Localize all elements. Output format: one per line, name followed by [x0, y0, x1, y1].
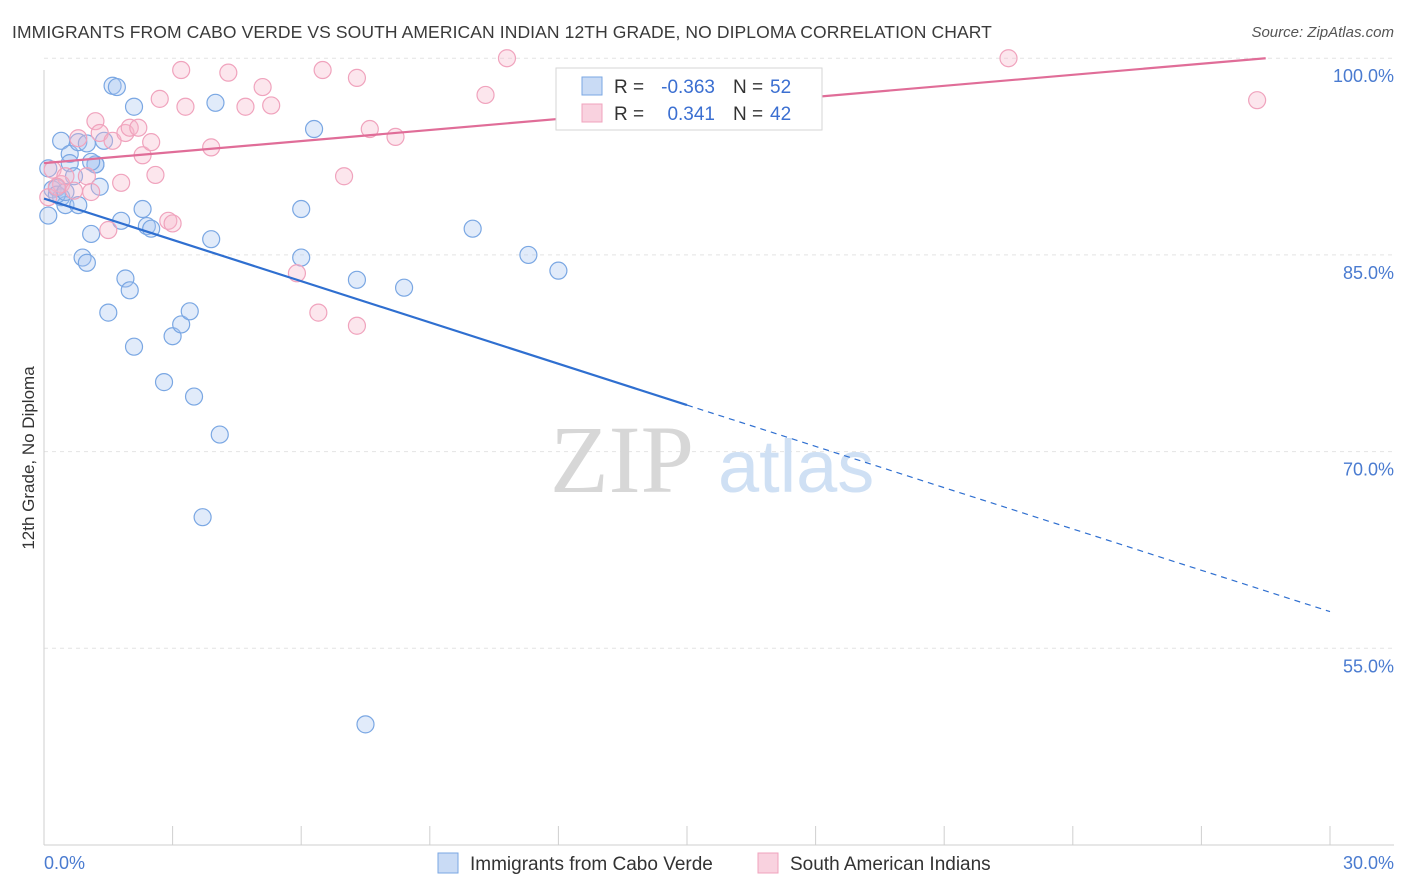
cabo-verde-point-48: [77, 134, 96, 153]
cabo-verde-point-39: [292, 248, 311, 267]
cabo-verde-point-37: [206, 93, 225, 112]
cabo-verde-point-14: [82, 224, 101, 244]
south-american-indian-point-34: [347, 68, 367, 87]
south-american-indian-point-7: [82, 182, 101, 202]
south-american-indian-point-5: [69, 129, 88, 148]
south-american-indian-point-21: [163, 214, 182, 233]
south-american-indian-point-28: [262, 96, 281, 115]
cabo-verde-point-43: [356, 715, 375, 734]
y-tick-labels: 100.0% 85.0% 70.0% 55.0%: [1333, 66, 1394, 676]
south-american-indian-point-36: [386, 127, 405, 147]
watermark-atlas: atlas: [718, 425, 874, 508]
cabo-verde-point-35: [193, 508, 212, 527]
x-tick-label-max: 30.0%: [1343, 853, 1394, 873]
cabo-verde-point-33: [180, 302, 199, 321]
y-axis-label: 12th Grade, No Diploma: [19, 366, 38, 550]
south-american-indian-point-23: [176, 97, 195, 116]
cabo-verde-point-47: [549, 261, 568, 280]
legend-swatch-cabo-verde: [437, 852, 459, 874]
south-american-indian-point-31: [313, 60, 332, 80]
cabo-verde-point-46: [519, 245, 538, 265]
stats-r-value-pink: 0.341: [667, 104, 715, 125]
cabo-verde-point-34: [184, 387, 204, 406]
x-tick-marks: [43, 826, 1331, 845]
cabo-verde-point-26: [124, 97, 144, 116]
stats-n-label-blue: N =: [733, 77, 763, 98]
cabo-verde-point-44: [394, 278, 414, 297]
south-american-indian-point-8: [86, 112, 105, 131]
south-american-indian-point-32: [334, 167, 354, 186]
grid-lines: [44, 57, 1394, 649]
south-american-indian-point-30: [309, 303, 328, 322]
south-american-indian-point-18: [146, 165, 165, 185]
series-cabo-verde-points: [39, 76, 568, 734]
south-american-indian-point-35: [360, 119, 379, 139]
series-south-american-indians-points: [39, 49, 1267, 335]
south-american-indian-point-4: [64, 181, 84, 200]
cabo-verde-point-10: [69, 195, 88, 215]
watermark-zip: ZIP: [550, 406, 694, 513]
y-tick-label-85: 85.0%: [1343, 263, 1394, 283]
south-american-indian-point-25: [219, 63, 238, 82]
south-american-indian-point-40: [1248, 91, 1267, 110]
stats-legend-swatch-pink: [581, 103, 603, 123]
stats-legend-swatch-blue: [581, 76, 603, 96]
chart-title: IMMIGRANTS FROM CABO VERDE VS SOUTH AMER…: [12, 22, 992, 42]
legend-label-cabo-verde: Immigrants from Cabo Verde: [470, 854, 713, 875]
stats-n-label-pink: N =: [733, 104, 763, 125]
y-tick-label-70: 70.0%: [1343, 460, 1394, 480]
cabo-verde-point-42: [347, 270, 367, 289]
south-american-indian-point-33: [347, 316, 367, 335]
cabo-verde-point-36: [202, 230, 221, 249]
source-credit: Source: ZipAtlas.com: [1251, 24, 1394, 41]
south-american-indian-point-12: [112, 173, 131, 192]
stats-r-label-blue: R =: [614, 77, 644, 98]
y-tick-label-55: 55.0%: [1343, 656, 1394, 676]
south-american-indian-point-26: [236, 97, 255, 116]
series-legend: Immigrants from Cabo Verde South America…: [437, 852, 991, 875]
x-tick-label-min: 0.0%: [44, 853, 85, 873]
south-american-indian-point-37: [476, 85, 495, 105]
south-american-indian-point-10: [99, 220, 118, 240]
trend-line-dashed-0: [686, 404, 1331, 613]
cabo-verde-point-40: [292, 199, 311, 219]
cabo-verde-point-24: [120, 281, 139, 300]
south-american-indian-point-15: [129, 118, 148, 137]
stats-n-value-blue: 52: [770, 77, 791, 98]
legend-swatch-south-american-indians: [757, 852, 779, 874]
cabo-verde-point-32: [172, 315, 191, 334]
cabo-verde-point-1: [39, 206, 58, 225]
cabo-verde-point-17: [90, 177, 109, 196]
stats-r-value-blue: -0.363: [661, 77, 715, 98]
south-american-indian-point-39: [999, 49, 1018, 68]
cabo-verde-point-13: [77, 253, 96, 272]
cabo-verde-point-51: [82, 152, 101, 171]
cabo-verde-point-19: [99, 303, 118, 322]
stats-n-value-pink: 42: [770, 104, 791, 125]
trend-lines: [43, 57, 1331, 613]
cabo-verde-point-23: [116, 269, 135, 288]
cabo-verde-point-38: [210, 425, 229, 444]
south-american-indian-point-27: [253, 77, 272, 97]
cabo-verde-point-25: [124, 337, 144, 356]
stats-legend: R = -0.363 N = 52 R = 0.341 N = 42: [555, 67, 823, 131]
y-tick-label-100: 100.0%: [1333, 66, 1394, 86]
cabo-verde-point-45: [463, 219, 482, 238]
cabo-verde-point-29: [142, 219, 161, 238]
south-american-indian-point-22: [172, 60, 191, 80]
south-american-indian-point-41: [47, 177, 66, 196]
south-american-indian-point-6: [77, 167, 96, 186]
cabo-verde-point-41: [304, 119, 324, 139]
trend-line-solid-0: [43, 197, 688, 407]
cabo-verde-point-21: [107, 77, 126, 97]
legend-label-south-american-indians: South American Indians: [790, 854, 991, 875]
stats-r-label-pink: R =: [614, 104, 644, 125]
south-american-indian-point-19: [150, 89, 169, 108]
cabo-verde-point-30: [154, 373, 174, 392]
south-american-indian-point-38: [497, 49, 517, 68]
south-american-indian-point-17: [142, 133, 161, 152]
cabo-verde-point-27: [133, 199, 152, 219]
